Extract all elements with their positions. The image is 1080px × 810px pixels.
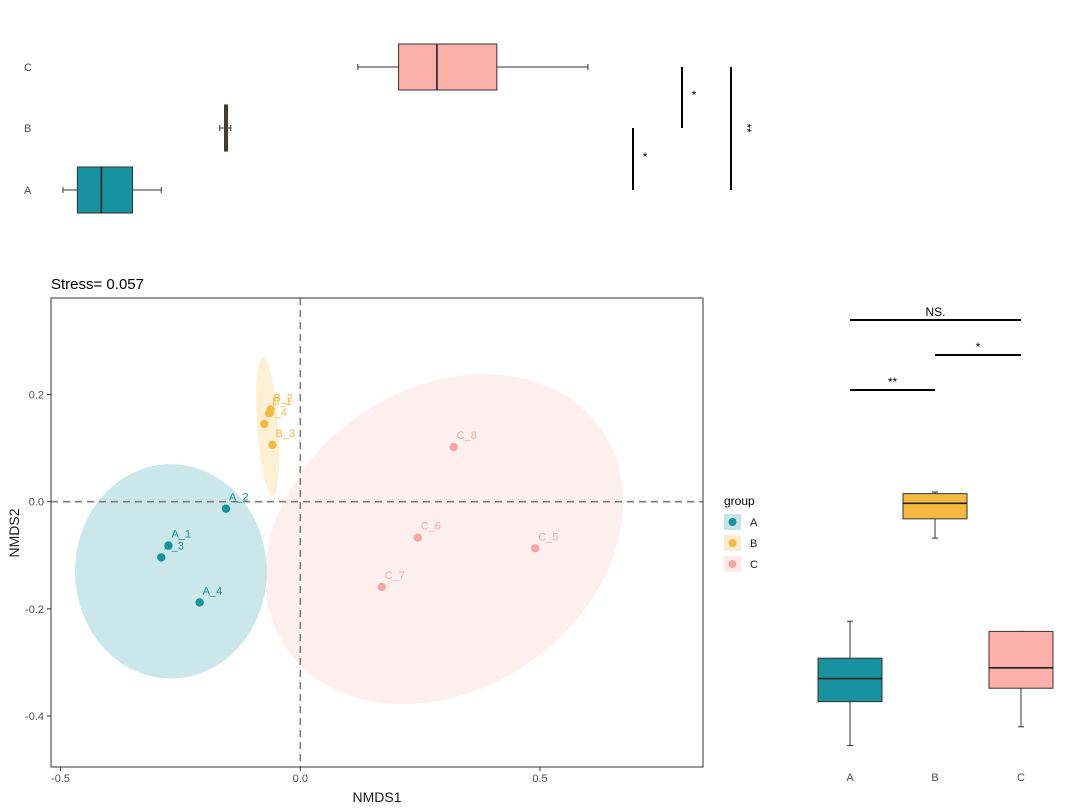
chart-title: Stress= 0.057 (51, 276, 144, 293)
label-c_5: C_5 (538, 531, 558, 543)
point-c_7 (377, 582, 386, 592)
right-category-label-c: C (1017, 772, 1025, 784)
top-category-label-a: A (24, 185, 32, 197)
right-boxplot-nmds2: A B C***NS. (817, 305, 1054, 784)
label-c_7: C_7 (385, 570, 405, 582)
point-labels: A_1 A_2 A_3 A_4 B_1B_2 B_3 B_4 C_5 C_6 C_7 C_8 (164, 392, 558, 597)
legend-label-c: C (750, 559, 758, 571)
top-sig-label-2: ** (740, 123, 754, 133)
label-a_2: A_2 (229, 492, 249, 504)
top-category-label-b: B (24, 123, 31, 135)
right-box-c (988, 630, 1054, 689)
legend-dot-c (728, 560, 737, 568)
legend-dot-b (728, 539, 737, 547)
top-box-c (398, 43, 498, 91)
label-c_6: C_6 (421, 521, 441, 533)
point-c_8 (449, 442, 458, 452)
right-sig-label-1: * (976, 340, 981, 354)
point-c_6 (413, 533, 422, 542)
x-tick-label: -0.5 (51, 773, 70, 785)
right-box-b (902, 493, 968, 520)
right-sig-label-0: ** (888, 375, 898, 389)
point-c_5 (531, 544, 540, 553)
y-tick-label: -0.4 (25, 711, 44, 723)
point-a_2 (221, 504, 231, 513)
label-b_3: B_3 (275, 428, 295, 440)
x-tick-label: 0.5 (532, 773, 547, 785)
right-box-a (817, 657, 883, 703)
ellipse-group-a (74, 464, 267, 679)
legend-label-b: B (750, 538, 757, 550)
y-axis-ticks: 0.2 0.0 -0.2 -0.4 (25, 389, 51, 723)
plot-border (50, 297, 704, 768)
confidence-ellipses (74, 357, 624, 705)
label-a_3: A_3 (164, 540, 184, 552)
y-tick-label: 0.0 (29, 497, 44, 509)
label-b_2: B_2 (274, 392, 294, 404)
nmds-scatter-panel: Stress= 0.057 A_1 A_2 A_3 A_4 B_1B_2 B_3 B_4 C_… (6, 276, 704, 805)
legend-dot-a (728, 518, 737, 526)
label-a_4: A_4 (203, 585, 223, 597)
point-b_4 (260, 419, 269, 429)
top-boxplot-nmds1: ABC**** (24, 43, 754, 214)
point-a_4 (195, 598, 204, 607)
label-c_8: C_8 (457, 430, 477, 442)
top-sig-label-1: * (692, 88, 697, 102)
y-tick-label: 0.2 (29, 389, 44, 401)
x-axis-title: NMDS1 (352, 789, 401, 805)
y-tick-label: -0.2 (25, 604, 44, 616)
data-points (157, 405, 540, 607)
top-sig-label-0: * (643, 150, 648, 164)
label-b_1: B_1 (272, 396, 292, 408)
point-b_2 (266, 405, 275, 414)
point-a_1 (164, 541, 173, 550)
legend-title: group (724, 494, 755, 508)
ellipse-group-c (264, 374, 624, 705)
top-category-label-c: C (24, 62, 32, 74)
x-tick-label: 0.0 (293, 773, 308, 785)
reference-lines (51, 298, 703, 767)
right-category-label-b: B (931, 772, 938, 784)
right-category-label-a: A (846, 772, 854, 784)
x-axis-ticks: -0.5 0.0 0.5 (51, 767, 548, 785)
point-b_3 (268, 440, 277, 450)
ellipse-group-b (256, 357, 280, 497)
right-sig-label-2: NS. (925, 305, 945, 319)
top-box-a (76, 166, 133, 214)
legend-label-a: A (750, 517, 758, 529)
legend: group ABC (724, 494, 758, 572)
label-a_1: A_1 (171, 529, 191, 541)
label-b_4: B_4 (267, 407, 287, 419)
point-a_3 (157, 553, 166, 562)
y-axis-title: NMDS2 (6, 508, 22, 557)
